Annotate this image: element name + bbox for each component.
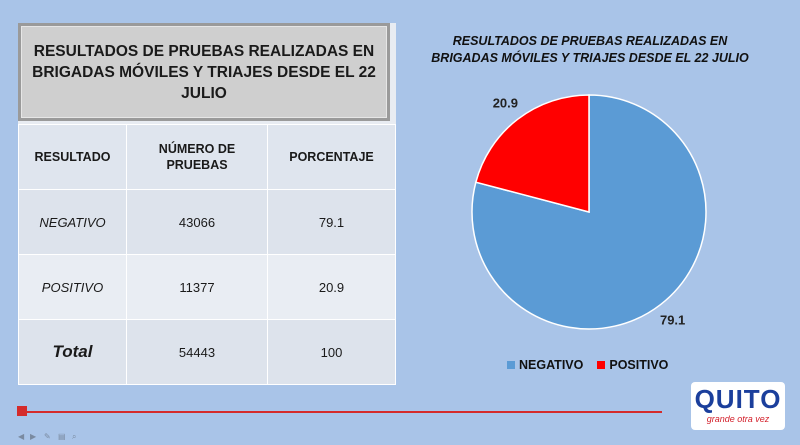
row-positivo-porcentaje: 20.9 — [267, 254, 396, 320]
results-table: RESULTADO NÚMERO DE PRUEBAS PORCENTAJE N… — [18, 124, 396, 385]
header-numero: NÚMERO DE PRUEBAS — [126, 124, 268, 190]
legend-swatch-negativo — [507, 361, 515, 369]
header-resultado: RESULTADO — [18, 124, 127, 190]
row-negativo-porcentaje: 79.1 — [267, 189, 396, 255]
row-positivo-numero: 11377 — [126, 254, 268, 320]
logo-text: QUITO — [694, 384, 782, 414]
row-total-porcentaje: 100 — [267, 319, 396, 385]
legend-label-negativo: NEGATIVO — [519, 358, 584, 372]
row-total-numero: 54443 — [126, 319, 268, 385]
chart-title: RESULTADOS DE PRUEBAS REALIZADAS EN BRIG… — [431, 34, 749, 65]
pie-labels: 79.1 20.9 — [493, 95, 686, 327]
legend-item-negativo: NEGATIVO — [507, 358, 583, 372]
zoom-icon[interactable]: ⌕ — [72, 432, 77, 441]
row-negativo-numero: 43066 — [126, 189, 268, 255]
row-total-label: Total — [18, 319, 127, 385]
header-porcentaje: PORCENTAJE — [267, 124, 396, 190]
pen-icon[interactable]: ✎ — [44, 432, 51, 441]
quito-logo: QUITO grande otra vez — [691, 382, 785, 430]
table-row: NEGATIVO 43066 79.1 — [18, 189, 396, 255]
logo-tagline: grande otra vez — [706, 414, 770, 424]
legend-swatch-positivo — [597, 361, 606, 369]
pie-slice-positivo — [474, 94, 590, 213]
row-positivo-label: POSITIVO — [18, 254, 127, 320]
next-icon[interactable]: ▶ — [30, 432, 37, 441]
chart-legend: NEGATIVO POSITIVO — [507, 358, 682, 372]
pie-slices — [471, 94, 707, 330]
slides-icon[interactable]: ▤ — [58, 432, 66, 441]
pie-data-label-positivo: 20.9 — [493, 95, 518, 110]
slide-progress-bar — [22, 411, 662, 413]
table-row-total: Total 54443 100 — [18, 319, 396, 385]
slide-progress-marker[interactable] — [17, 406, 27, 416]
table-header-row: RESULTADO NÚMERO DE PRUEBAS PORCENTAJE — [18, 124, 396, 190]
legend-label-positivo: POSITIVO — [609, 358, 669, 372]
table-row: POSITIVO 11377 20.9 — [18, 254, 396, 320]
legend-item-positivo: POSITIVO — [597, 358, 668, 372]
previous-icon[interactable]: ◀ — [18, 432, 25, 441]
pie-data-label-negativo: 79.1 — [660, 313, 685, 328]
table-title: RESULTADOS DE PRUEBAS REALIZADAS EN BRIG… — [18, 23, 390, 121]
